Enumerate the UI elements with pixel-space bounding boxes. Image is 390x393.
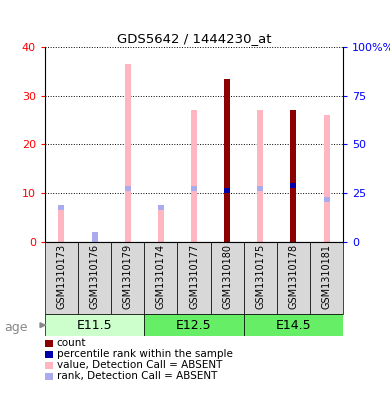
Text: GSM1310178: GSM1310178 <box>289 244 298 309</box>
Bar <box>92 232 98 242</box>
Bar <box>191 110 197 242</box>
Text: rank, Detection Call = ABSENT: rank, Detection Call = ABSENT <box>57 371 217 382</box>
Text: GSM1310175: GSM1310175 <box>255 244 265 309</box>
Bar <box>158 205 164 242</box>
Title: GDS5642 / 1444230_at: GDS5642 / 1444230_at <box>117 31 271 44</box>
Text: GSM1310176: GSM1310176 <box>90 244 99 309</box>
Bar <box>45 242 78 314</box>
Text: value, Detection Call = ABSENT: value, Detection Call = ABSENT <box>57 360 222 371</box>
Text: E11.5: E11.5 <box>77 319 112 332</box>
Text: GSM1310180: GSM1310180 <box>222 244 232 309</box>
Text: count: count <box>57 338 86 349</box>
Bar <box>257 186 263 191</box>
Bar <box>244 242 277 314</box>
Bar <box>177 242 211 314</box>
Bar <box>277 242 310 314</box>
Bar <box>244 314 343 336</box>
Text: GSM1310173: GSM1310173 <box>57 244 66 309</box>
Text: percentile rank within the sample: percentile rank within the sample <box>57 349 232 360</box>
Bar <box>58 205 64 210</box>
Bar <box>191 186 197 191</box>
Text: GSM1310174: GSM1310174 <box>156 244 166 309</box>
Bar <box>211 242 244 314</box>
Bar <box>291 183 296 188</box>
Text: GSM1310177: GSM1310177 <box>189 244 199 309</box>
Text: GSM1310179: GSM1310179 <box>123 244 133 309</box>
Bar <box>324 115 330 242</box>
Bar <box>125 186 131 191</box>
Bar <box>291 110 296 242</box>
Bar <box>125 64 131 242</box>
Bar <box>78 242 111 314</box>
Text: E14.5: E14.5 <box>276 319 311 332</box>
Text: age: age <box>4 321 27 334</box>
Bar <box>257 110 263 242</box>
Bar <box>324 197 330 202</box>
Bar <box>144 314 244 336</box>
Bar <box>310 242 343 314</box>
Bar <box>158 205 164 210</box>
Bar <box>144 242 177 314</box>
Text: E12.5: E12.5 <box>176 319 212 332</box>
Bar <box>224 188 230 193</box>
Text: GSM1310181: GSM1310181 <box>322 244 332 309</box>
Bar <box>111 242 144 314</box>
Bar <box>224 79 230 242</box>
Bar <box>58 205 64 242</box>
Bar <box>45 314 144 336</box>
